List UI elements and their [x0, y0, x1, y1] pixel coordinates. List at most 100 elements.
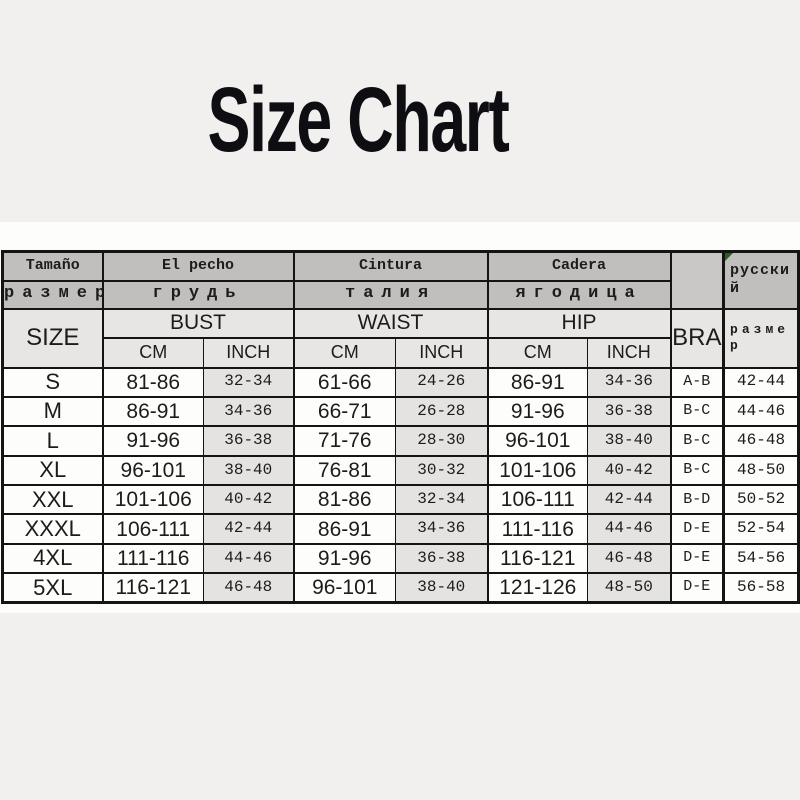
bra-value: B-C	[669, 425, 725, 457]
header-bust-es: El pecho	[101, 250, 295, 282]
waist-inch-value: 34-36	[395, 513, 489, 545]
hip-cm-value: 116-121	[486, 542, 589, 575]
russian-size-value: 42-44	[722, 366, 800, 398]
table-row: XL 96-101 38-40 76-81 30-32 101-106 40-4…	[1, 454, 800, 487]
table-row: M 86-91 34-36 66-71 26-28 91-96 36-38 B-…	[1, 395, 800, 428]
waist-inch-value: 28-30	[395, 425, 489, 457]
header-bra: BRA	[669, 307, 725, 369]
hip-cm-value: 101-106	[486, 454, 589, 487]
bust-inch-value: 44-46	[202, 542, 295, 575]
bust-cm-value: 81-86	[101, 366, 204, 398]
hip-cm-value: 91-96	[486, 395, 589, 428]
excel-error-triangle-icon	[726, 253, 734, 261]
bust-cm-value: 101-106	[101, 484, 204, 516]
header-russian-size: размер	[722, 307, 800, 369]
header-bust-en: BUST	[101, 307, 295, 339]
header-russian-label: русский	[730, 261, 791, 298]
hip-cm-value: 106-111	[486, 484, 589, 516]
waist-cm-value: 91-96	[292, 542, 397, 575]
bust-inch-value: 34-36	[202, 395, 295, 428]
bust-inch-value: 46-48	[202, 572, 295, 604]
size-label: S	[1, 366, 104, 398]
hip-cm-value: 86-91	[486, 366, 589, 398]
bust-cm-value: 91-96	[101, 425, 204, 457]
waist-inch-value: 26-28	[395, 395, 489, 428]
bust-cm-value: 96-101	[101, 454, 204, 487]
size-label: XXXL	[1, 513, 104, 545]
russian-size-value: 52-54	[722, 513, 800, 545]
header-hip-cm: CM	[486, 336, 589, 369]
bra-value: B-C	[669, 454, 725, 487]
hip-cm-value: 121-126	[486, 572, 589, 604]
header-waist-inch: INCH	[395, 336, 489, 369]
header-waist-en: WAIST	[292, 307, 489, 339]
header-bra-spacer	[669, 250, 725, 310]
header-waist-cm: CM	[292, 336, 397, 369]
table-row: 4XL 111-116 44-46 91-96 36-38 116-121 46…	[1, 542, 800, 575]
russian-size-value: 44-46	[722, 395, 800, 428]
header-waist-ru: талия	[292, 279, 489, 310]
russian-size-value: 48-50	[722, 454, 800, 487]
bust-inch-value: 42-44	[202, 513, 295, 545]
size-label: XXL	[1, 484, 104, 516]
header-bust-ru: грудь	[101, 279, 295, 310]
bust-cm-value: 106-111	[101, 513, 204, 545]
waist-cm-value: 61-66	[292, 366, 397, 398]
hip-inch-value: 38-40	[587, 425, 672, 457]
waist-cm-value: 81-86	[292, 484, 397, 516]
header-row-units: CM INCH CM INCH CM INCH	[3, 336, 799, 369]
waist-inch-value: 36-38	[395, 542, 489, 575]
header-hip-ru: ягодица	[486, 279, 672, 310]
size-label: 5XL	[1, 572, 104, 604]
hip-inch-value: 34-36	[587, 366, 672, 398]
waist-inch-value: 32-34	[395, 484, 489, 516]
bust-cm-value: 111-116	[101, 542, 204, 575]
table-row: L 91-96 36-38 71-76 28-30 96-101 38-40 B…	[1, 425, 800, 457]
size-label: XL	[1, 454, 104, 487]
size-chart-table: Tamaño El pecho Cintura Cadera русский р…	[1, 250, 800, 605]
bra-value: D-E	[669, 572, 725, 604]
bra-value: D-E	[669, 513, 725, 545]
hip-inch-value: 46-48	[587, 542, 672, 575]
hip-cm-value: 96-101	[486, 425, 589, 457]
russian-size-value: 56-58	[722, 572, 800, 604]
header-waist-es: Cintura	[292, 250, 489, 282]
table-row: 5XL 116-121 46-48 96-101 38-40 121-126 4…	[1, 572, 800, 604]
size-label: L	[1, 425, 104, 457]
bust-inch-value: 36-38	[202, 425, 295, 457]
hip-inch-value: 40-42	[587, 454, 672, 487]
bust-inch-value: 38-40	[202, 454, 295, 487]
header-bust-inch: INCH	[202, 336, 295, 369]
header-size-ru: размер	[1, 279, 104, 310]
russian-size-value: 54-56	[722, 542, 800, 575]
waist-cm-value: 86-91	[292, 513, 397, 545]
waist-inch-value: 30-32	[395, 454, 489, 487]
waist-cm-value: 76-81	[292, 454, 397, 487]
page-title: Size Chart	[207, 69, 510, 171]
hip-inch-value: 44-46	[587, 513, 672, 545]
hip-inch-value: 36-38	[587, 395, 672, 428]
waist-cm-value: 71-76	[292, 425, 397, 457]
header-row-english: SIZE BUST WAIST HIP BRA размер	[1, 307, 800, 369]
russian-size-value: 46-48	[722, 425, 800, 457]
header-row-russian: размер грудь талия ягодица	[1, 279, 799, 310]
bust-cm-value: 86-91	[101, 395, 204, 428]
header-row-spanish: Tamaño El pecho Cintura Cadera русский	[1, 250, 800, 310]
size-label: 4XL	[1, 542, 104, 575]
table-row: XXXL 106-111 42-44 86-91 34-36 111-116 4…	[1, 513, 800, 545]
waist-cm-value: 66-71	[292, 395, 397, 428]
waist-cm-value: 96-101	[292, 572, 397, 604]
bra-value: B-C	[669, 395, 725, 428]
bra-value: A-B	[669, 366, 725, 398]
waist-inch-value: 38-40	[395, 572, 489, 604]
bust-inch-value: 40-42	[202, 484, 295, 516]
table-row: S 81-86 32-34 61-66 24-26 86-91 34-36 A-…	[1, 366, 800, 398]
hip-inch-value: 48-50	[587, 572, 672, 604]
header-size-en: SIZE	[1, 307, 104, 369]
size-label: M	[1, 395, 104, 428]
bra-value: D-E	[669, 542, 725, 575]
table-row: XXL 101-106 40-42 81-86 32-34 106-111 42…	[1, 484, 800, 516]
hip-inch-value: 42-44	[587, 484, 672, 516]
header-bust-cm: CM	[101, 336, 204, 369]
